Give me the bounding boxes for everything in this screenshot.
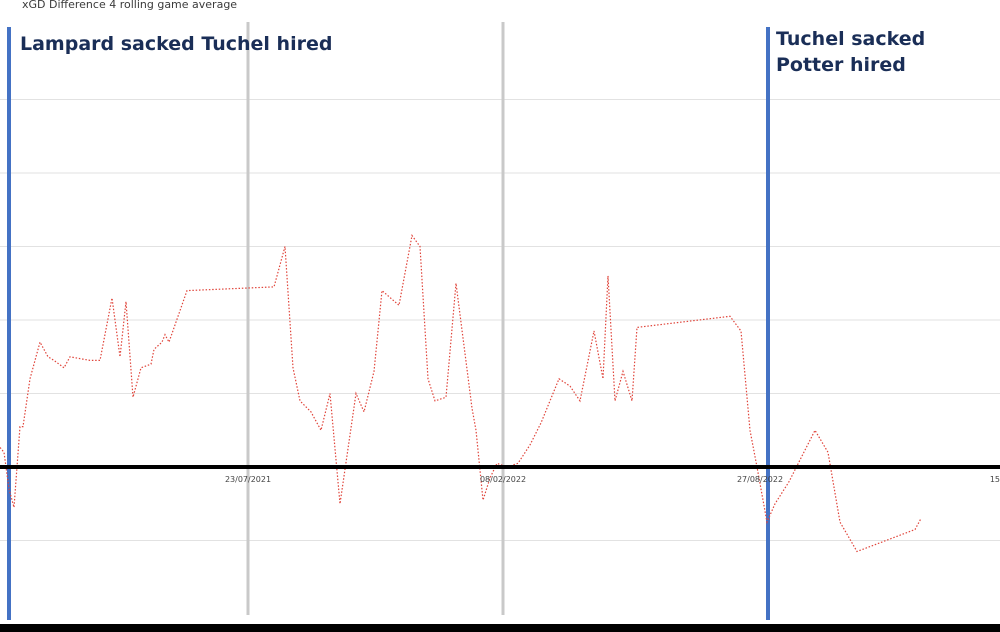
x-tick-label: 15 (990, 475, 1000, 484)
chart-title: xGD Difference 4 rolling game average (22, 0, 238, 11)
x-tick-label: 23/07/2021 (225, 475, 271, 484)
x-tick-label: 27/08/2022 (737, 475, 783, 484)
x-tick-label: 08/02/2022 (480, 475, 526, 484)
annotation-lampard-sacked: Lampard sacked Tuchel hired (20, 33, 333, 55)
series-line (0, 234, 922, 553)
bottom-bar (0, 624, 1000, 632)
annotation-tuchel-sacked: Tuchel sacked Potter hired (776, 28, 926, 76)
